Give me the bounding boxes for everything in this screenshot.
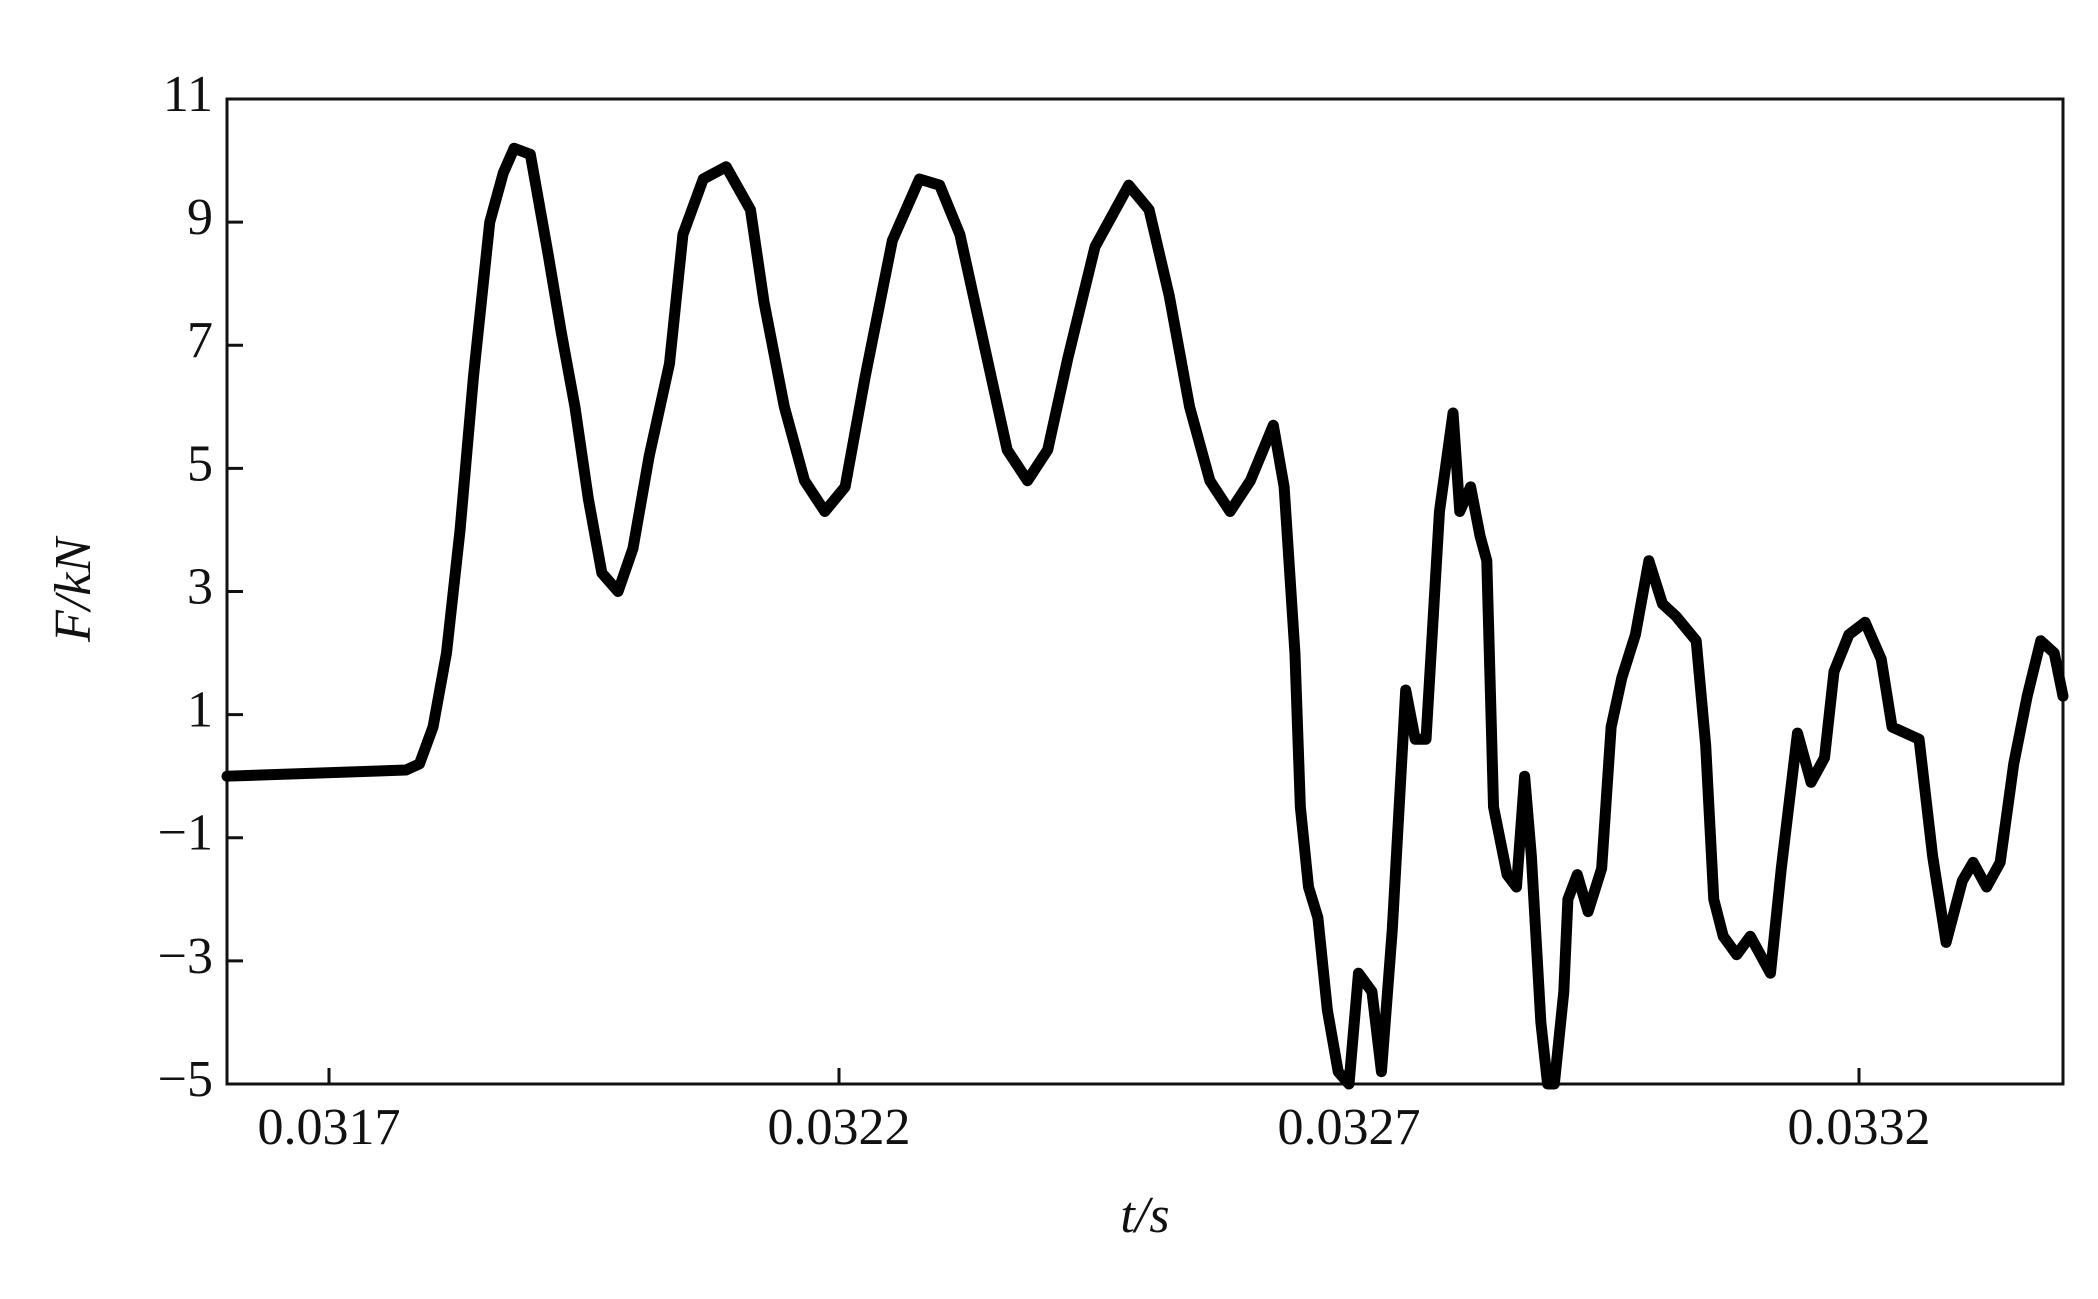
y-tick-label: 3	[187, 558, 213, 615]
y-tick-label: 11	[163, 66, 213, 123]
y-tick-label: −3	[158, 928, 213, 985]
y-tick-label: 9	[187, 189, 213, 246]
y-tick-label: 1	[187, 682, 213, 739]
x-axis-label: t/s	[1120, 1187, 1169, 1244]
x-tick-label: 0.0332	[1788, 1099, 1931, 1156]
x-tick-label: 0.0317	[258, 1099, 401, 1156]
y-tick-label: −1	[158, 805, 213, 862]
data-line	[221, 142, 2069, 1090]
y-tick-label: 7	[187, 312, 213, 369]
plot-frame	[225, 97, 2065, 1086]
x-tick-label: 0.0327	[1278, 1099, 1421, 1156]
y-tick-label: −5	[158, 1051, 213, 1108]
y-tick-label: 5	[187, 435, 213, 492]
x-tick-label: 0.0322	[768, 1099, 911, 1156]
y-axis-label: F/kN	[45, 535, 102, 643]
